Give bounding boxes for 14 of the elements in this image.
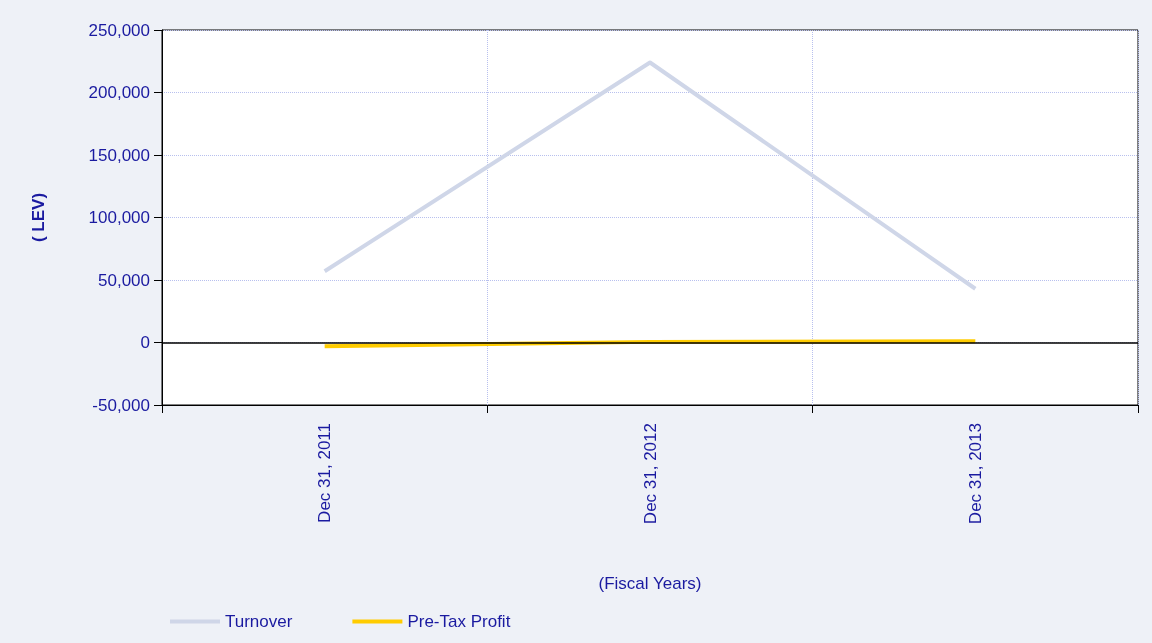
y-tick-label: 150,000 — [88, 145, 150, 165]
y-tick-label: 200,000 — [88, 83, 150, 102]
y-tick-label: 100,000 — [88, 208, 150, 227]
x-axis-title: (Fiscal Years) — [598, 574, 702, 593]
x-tick-label: Dec 31, 2011 — [315, 423, 335, 523]
y-axis-title: ( LEV) — [29, 192, 48, 243]
legend-label: Turnover — [225, 612, 293, 631]
y-tick-label: 0 — [140, 333, 150, 352]
y-tick-label: 250,000 — [88, 20, 150, 40]
legend-label: Pre-Tax Profit — [407, 612, 511, 631]
x-tick-label: Dec 31, 2013 — [965, 423, 985, 525]
x-tick-label: Dec 31, 2012 — [640, 423, 660, 525]
y-tick-label: -50,000 — [92, 395, 150, 415]
y-tick-label: 50,000 — [98, 270, 150, 290]
